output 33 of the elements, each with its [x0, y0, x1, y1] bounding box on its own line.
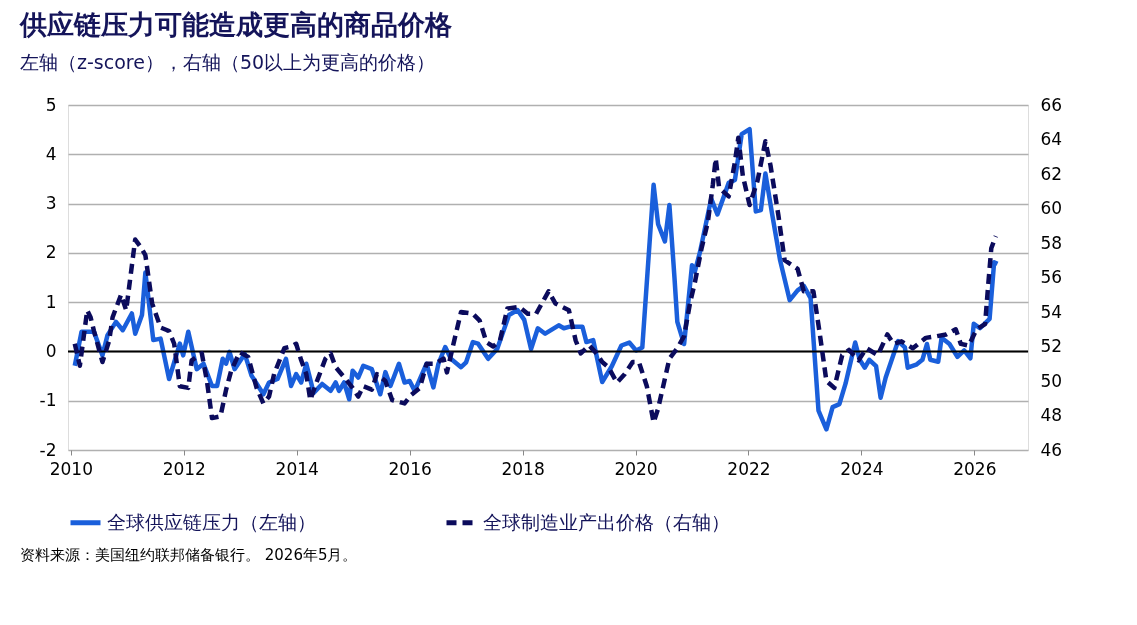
y-tick-label: 1 — [45, 291, 57, 312]
x-tick-label: 2020 — [614, 458, 658, 479]
y2-tick-label: 60 — [1040, 198, 1063, 218]
y2-tick-label: 54 — [1040, 301, 1063, 322]
y2-tick-label: 58 — [1040, 232, 1063, 253]
legend-label: 全球供应链压力（左轴） — [107, 510, 316, 533]
x-tick-label: 2010 — [49, 458, 93, 479]
y2-tick-label: 52 — [1040, 336, 1063, 356]
y2-tick-label: 62 — [1040, 163, 1063, 184]
chart-title: 供应链压力可能造成更高的商品价格 — [19, 9, 452, 40]
y-tick-label: 2 — [45, 242, 57, 263]
y-tick-label: 4 — [45, 143, 57, 164]
x-tick-label: 2018 — [501, 458, 545, 479]
y2-tick-label: 56 — [1040, 267, 1063, 287]
x-tick-label: 2016 — [388, 458, 432, 479]
x-tick-label: 2014 — [275, 458, 319, 479]
y-tick-label: -2 — [39, 439, 57, 460]
chart-subtitle: 左轴（z-score），右轴（50以上为更高的价格） — [20, 51, 436, 73]
y2-tick-label: 66 — [1040, 94, 1063, 115]
y-tick-label: 5 — [45, 94, 57, 115]
x-tick-label: 2022 — [727, 458, 771, 479]
y-tick-label: -1 — [39, 390, 57, 411]
y2-tick-label: 64 — [1040, 129, 1063, 149]
x-tick-label: 2024 — [840, 458, 884, 479]
legend-label: 全球制造业产出价格（右轴） — [483, 510, 730, 533]
y-tick-label: 3 — [45, 193, 57, 214]
y2-tick-label: 50 — [1040, 370, 1063, 391]
y-tick-label: 0 — [45, 340, 57, 361]
x-tick-label: 2012 — [162, 458, 206, 479]
y2-tick-label: 46 — [1040, 439, 1063, 460]
x-tick-label: 2026 — [953, 458, 997, 479]
y2-tick-label: 48 — [1040, 405, 1063, 425]
text: 资料来源：美国纽约联邦储备银行。 2026年5月。 — [20, 546, 358, 564]
